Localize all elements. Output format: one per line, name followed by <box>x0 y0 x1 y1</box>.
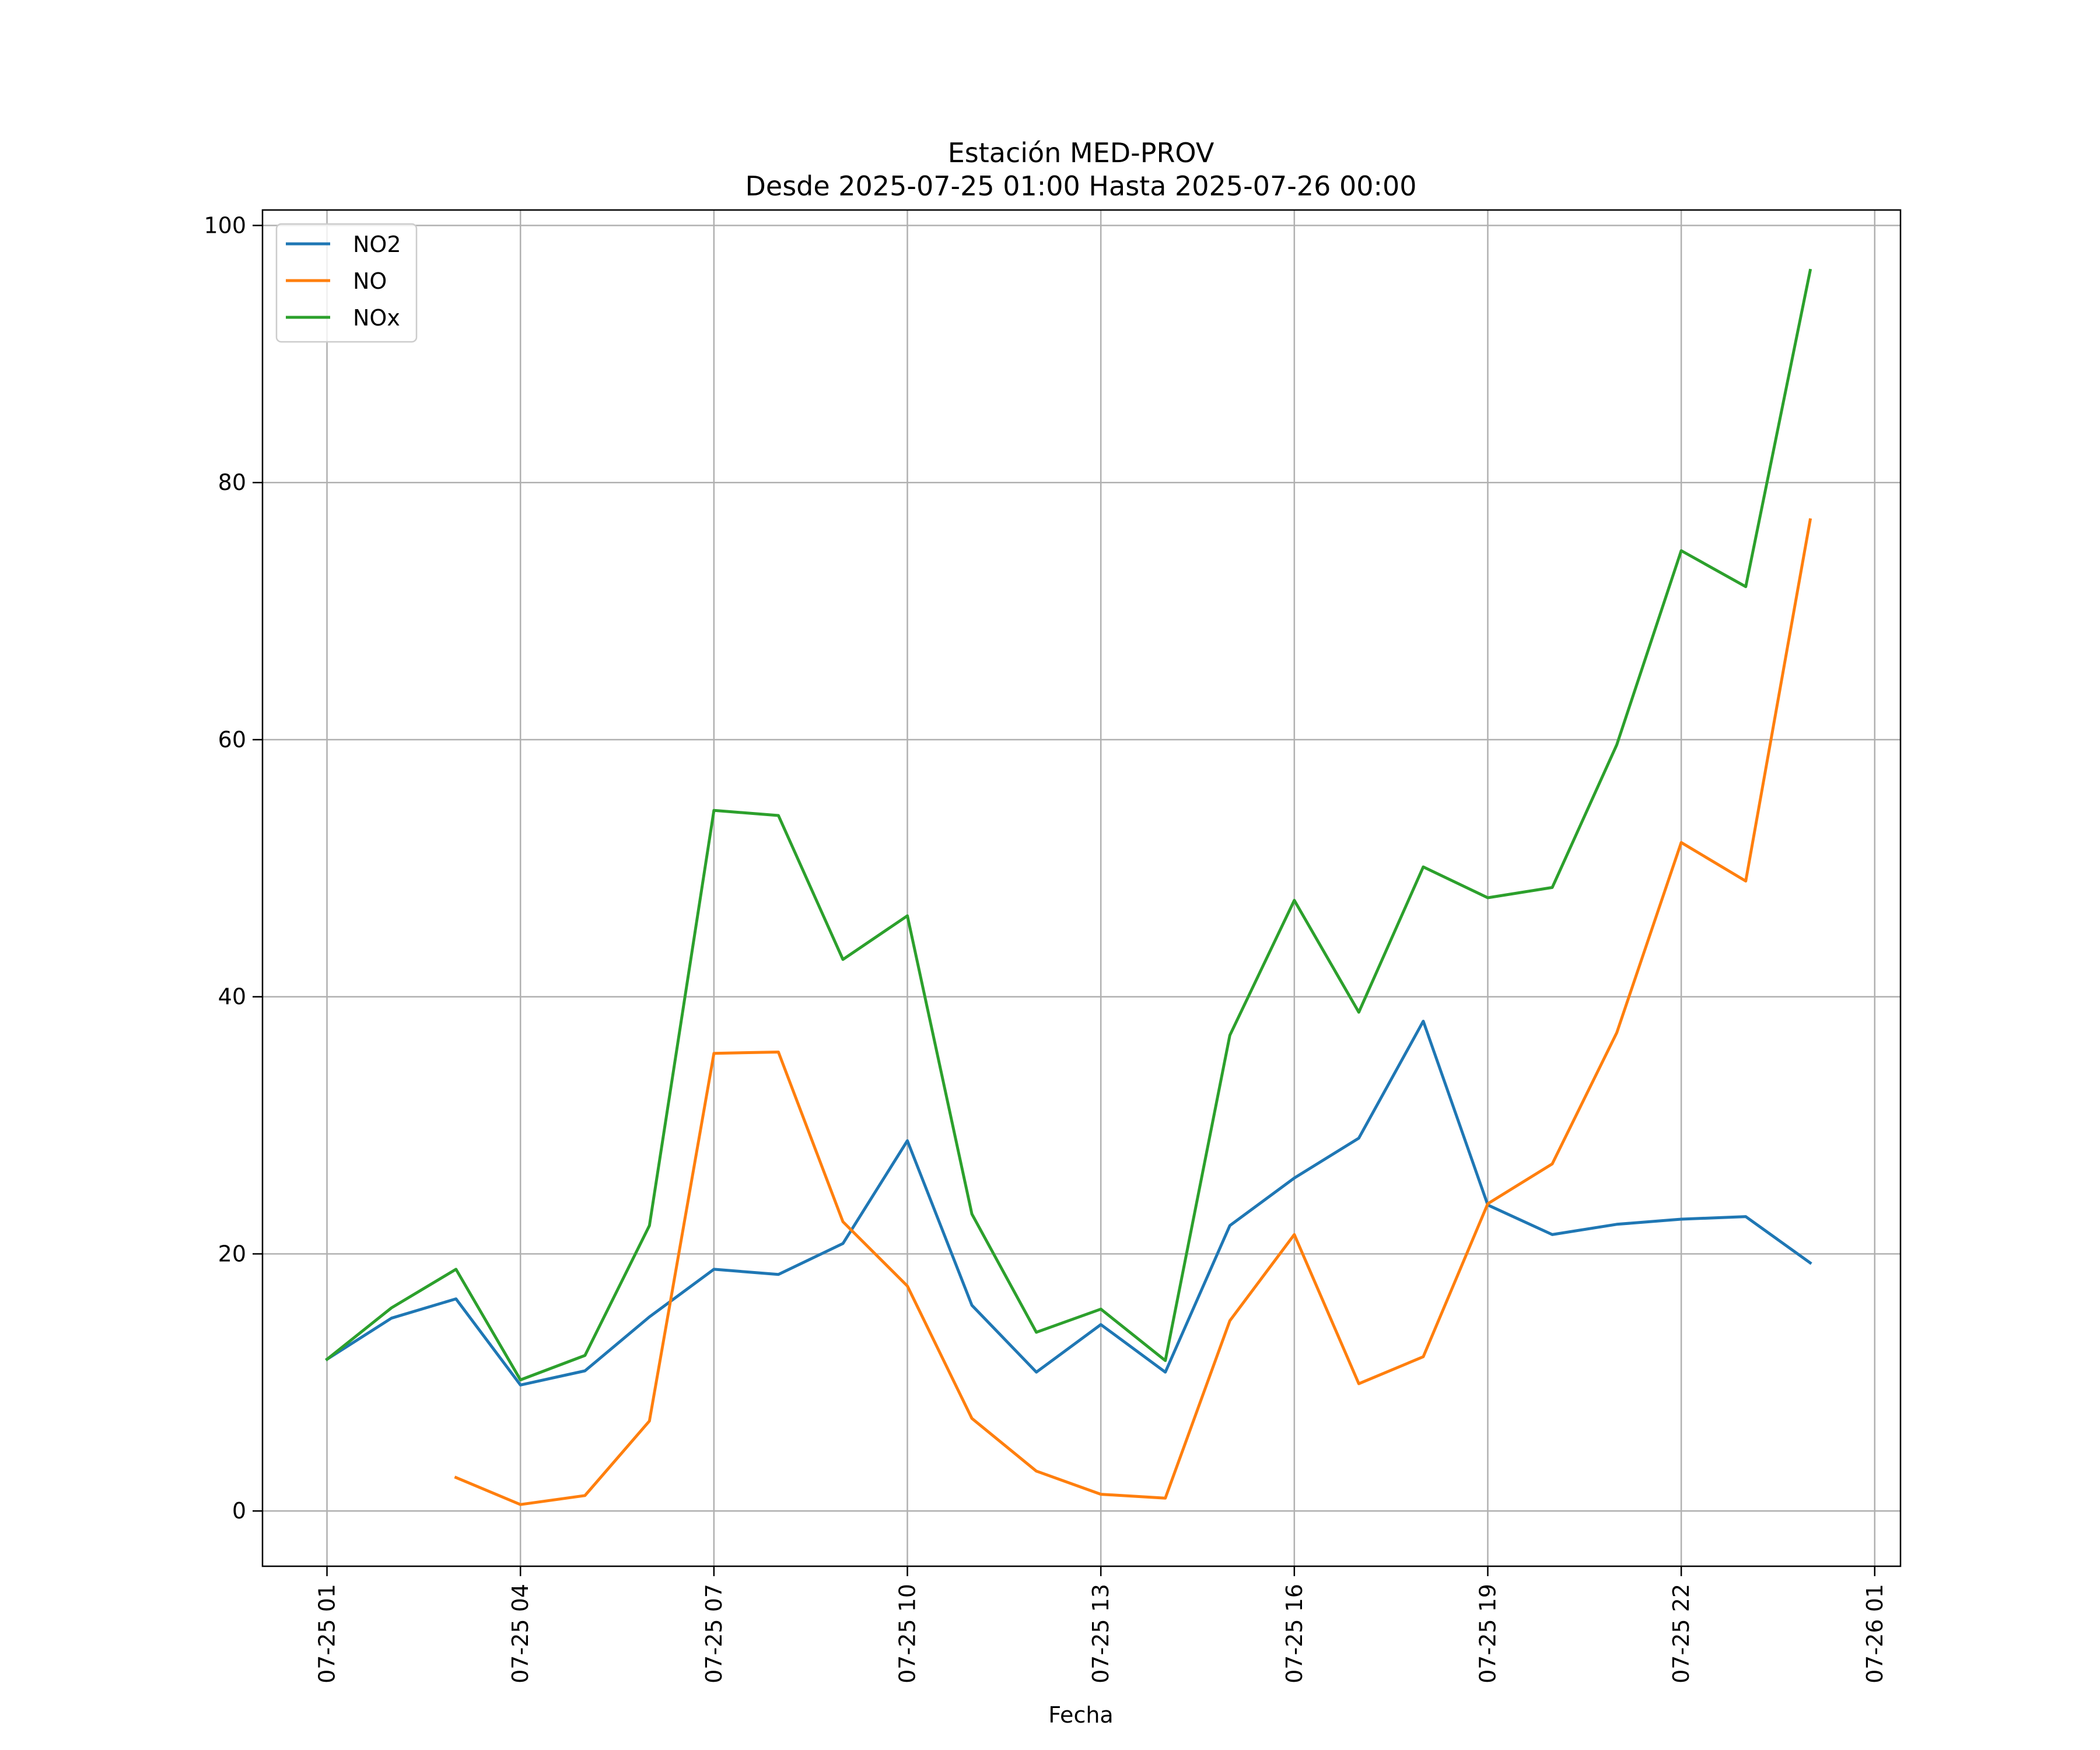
x-tick-label: 07-25 10 <box>895 1584 921 1684</box>
x-tick-label: 07-25 22 <box>1668 1584 1694 1684</box>
x-tick-label: 07-26 01 <box>1862 1584 1888 1684</box>
y-tick-label: 100 <box>204 212 246 238</box>
y-tick-label: 40 <box>218 984 246 1010</box>
x-axis-label: Fecha <box>1048 1702 1113 1728</box>
y-tick-label: 60 <box>218 727 246 752</box>
x-tick-label: 07-25 01 <box>314 1584 340 1684</box>
y-tick-label: 20 <box>218 1241 246 1266</box>
y-axis-ticks: 0 20 40 60 80 100 <box>204 212 262 1524</box>
legend-frame <box>275 223 418 343</box>
x-tick-label: 07-25 04 <box>508 1584 533 1684</box>
chart-subtitle: Desde 2025-07-25 01:00 Hasta 2025-07-26 … <box>745 170 1416 202</box>
chart-title: Estación MED-PROV <box>948 137 1214 169</box>
legend-label-no: NO <box>353 268 387 294</box>
legend: NO2 NO NOx <box>275 223 418 343</box>
x-tick-label: 07-25 16 <box>1282 1584 1307 1684</box>
series-line-no2 <box>325 1020 1812 1387</box>
plot-frame <box>261 209 1902 1567</box>
x-tick-label: 07-25 07 <box>701 1584 727 1684</box>
x-axis-ticks: 07-25 01 07-25 04 07-25 07 07-25 10 07-25 13… <box>314 1566 1888 1684</box>
series-line-no <box>454 518 1812 1506</box>
x-tick-label: 07-25 19 <box>1475 1584 1500 1684</box>
legend-label-no2: NO2 <box>353 232 401 257</box>
series-line-nox <box>325 268 1812 1381</box>
legend-label-nox: NOx <box>353 305 400 331</box>
y-tick-label: 0 <box>232 1498 246 1524</box>
series-lines <box>325 268 1812 1506</box>
grid <box>262 210 1901 1566</box>
x-tick-label: 07-25 13 <box>1088 1584 1114 1684</box>
y-tick-label: 80 <box>218 470 246 495</box>
